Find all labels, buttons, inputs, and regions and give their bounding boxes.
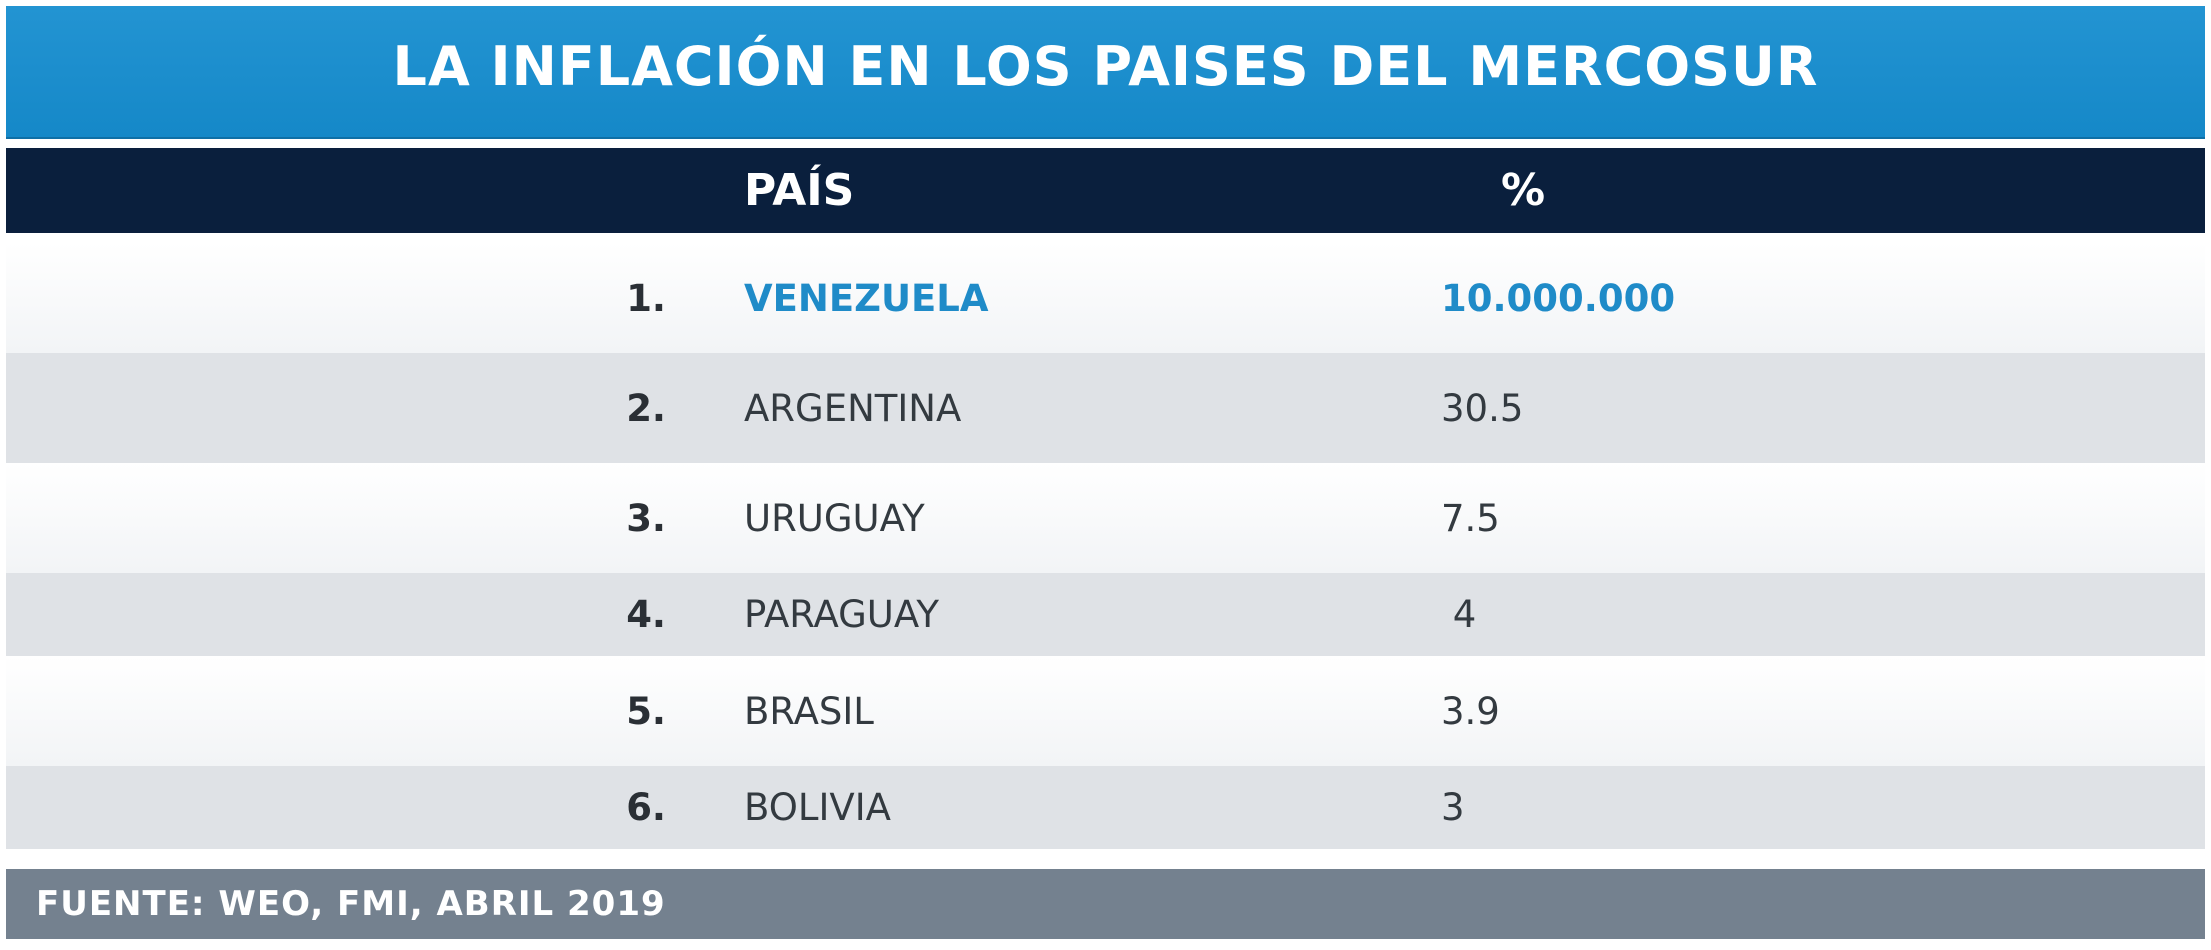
table-row-venezuela: 1. VENEZUELA 10.000.000	[6, 243, 2205, 353]
country-cell: VENEZUELA	[744, 276, 989, 320]
title-bar: LA INFLACIÓN EN LOS PAISES DEL MERCOSUR	[6, 6, 2205, 139]
table-row-paraguay: 4. PARAGUAY 4	[6, 573, 2205, 656]
country-cell: BRASIL	[744, 689, 874, 733]
column-header-country: PAÍS	[744, 165, 855, 216]
rank-cell: 1.	[626, 276, 666, 320]
table-row-bolivia: 6. BOLIVIA 3	[6, 766, 2205, 849]
column-header-percent: %	[1501, 165, 1546, 216]
country-cell: PARAGUAY	[744, 593, 939, 636]
table-row-uruguay: 3. URUGUAY 7.5	[6, 463, 2205, 573]
rank-cell: 4.	[626, 593, 666, 636]
rank-cell: 2.	[626, 386, 666, 430]
table-row-argentina: 2. ARGENTINA 30.5	[6, 353, 2205, 463]
country-cell: URUGUAY	[744, 496, 925, 540]
inflation-table: LA INFLACIÓN EN LOS PAISES DEL MERCOSUR …	[6, 6, 2205, 944]
value-cell: 30.5	[1441, 386, 1524, 430]
table-body: 1. VENEZUELA 10.000.000 2. ARGENTINA 30.…	[6, 243, 2205, 849]
country-cell: ARGENTINA	[744, 386, 962, 430]
value-cell: 4	[1441, 593, 1477, 636]
value-cell: 10.000.000	[1441, 276, 1676, 320]
value-cell: 7.5	[1441, 496, 1500, 540]
table-row-brasil: 5. BRASIL 3.9	[6, 656, 2205, 766]
table-title: LA INFLACIÓN EN LOS PAISES DEL MERCOSUR	[392, 35, 1819, 98]
source-footer: FUENTE: WEO, FMI, ABRIL 2019	[6, 869, 2205, 939]
column-header-row: PAÍS %	[6, 148, 2205, 233]
value-cell: 3.9	[1441, 689, 1500, 733]
value-cell: 3	[1441, 786, 1465, 829]
rank-cell: 3.	[626, 496, 666, 540]
rank-cell: 6.	[626, 786, 666, 829]
source-note: FUENTE: WEO, FMI, ABRIL 2019	[36, 884, 666, 924]
rank-cell: 5.	[626, 689, 666, 733]
country-cell: BOLIVIA	[744, 786, 891, 829]
